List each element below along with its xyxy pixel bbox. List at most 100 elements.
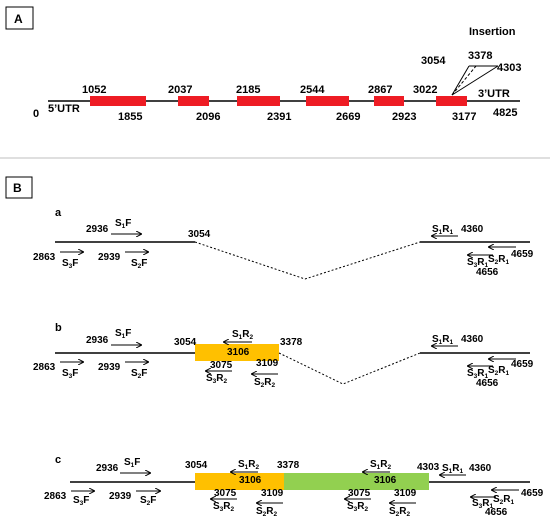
row-b-ins-end: 3378 <box>280 337 303 348</box>
row-a: a 2936 S1F 2939 S2F 2863 S3F 3054 <box>33 207 534 279</box>
svg-text:S2R1: S2R1 <box>488 365 510 377</box>
row-c-ins-mid: 3378 <box>277 460 300 471</box>
row-b: b 3106 2936 S1F 2939 S2F 2863 S3F 3054 3… <box>33 322 534 389</box>
row-c-s2r2-primer-a: S2R2 <box>256 503 283 518</box>
exon-2-end: 2096 <box>196 111 220 123</box>
svg-text:S1R2: S1R2 <box>232 329 254 341</box>
row-a-s2f-primer: S2F <box>125 252 148 270</box>
row-c-s1f-primer: S1F <box>120 457 150 473</box>
exon-6-start: 3022 <box>413 84 437 96</box>
exon-5 <box>374 96 404 106</box>
row-b-s2f-primer: S2F <box>125 362 148 380</box>
svg-text:S1R2: S1R2 <box>238 459 260 471</box>
svg-text:S2F: S2F <box>131 258 147 270</box>
svg-text:S1F: S1F <box>115 328 131 340</box>
svg-text:S3R2: S3R2 <box>206 373 228 385</box>
svg-text:S3F: S3F <box>62 368 78 380</box>
row-c-s2r1-pos: 4659 <box>521 488 544 499</box>
svg-text:S2R1: S2R1 <box>493 494 515 506</box>
svg-text:S1R2: S1R2 <box>370 459 392 471</box>
exon-4-start: 2544 <box>300 84 325 96</box>
utr3-label: 3’UTR <box>478 88 510 100</box>
row-c-s3f-primer: S3F <box>71 491 94 507</box>
insertion-end: 4303 <box>497 62 521 74</box>
row-b-s2r2-pos: 3109 <box>256 358 279 369</box>
exon-5-end: 2923 <box>392 111 416 123</box>
row-b-s3r1-pos: 4656 <box>476 378 499 389</box>
row-b-s2f-pos: 2939 <box>98 362 121 373</box>
panel-b-label: B <box>13 181 22 195</box>
svg-text:S2F: S2F <box>131 368 147 380</box>
row-a-s1f-pos: 2936 <box>86 224 109 235</box>
row-b-s2r1-pos: 4659 <box>511 359 534 370</box>
row-b-s3r2-pos: 3075 <box>210 360 233 371</box>
row-b-ins-start: 3054 <box>174 337 197 348</box>
row-a-s3f-pos: 2863 <box>33 252 56 263</box>
row-b-s1r1-pos: 4360 <box>461 334 484 345</box>
row-c-s1r1-primer: S1R1 <box>440 463 466 475</box>
row-a-break-pos: 3054 <box>188 229 211 240</box>
row-c-s3r1-pos: 4656 <box>485 507 508 518</box>
panel-a-label: A <box>14 12 23 26</box>
exon-2-start: 2037 <box>168 84 192 96</box>
panel-a: A Insertion 1052 1855 2037 2096 2185 239… <box>6 7 521 123</box>
row-a-s1r1-primer: S1R1 <box>432 224 458 236</box>
row-c-ins-start: 3054 <box>185 460 208 471</box>
row-b-s1r2-center: 3106 <box>227 347 250 358</box>
row-b-s1f-primer: S1F <box>111 328 141 345</box>
row-c-s2r1-primer: S2R1 <box>492 490 519 506</box>
row-b-s1f-pos: 2936 <box>86 335 109 346</box>
row-b-s3r2-primer: S3R2 <box>206 371 232 385</box>
panel-b: B a 2936 S1F 2939 S2F 2863 S3F 3054 <box>6 177 544 518</box>
row-a-s2f-pos: 2939 <box>98 252 121 263</box>
row-c-s1f-pos: 2936 <box>96 463 119 474</box>
svg-text:S3R2: S3R2 <box>213 501 235 513</box>
row-c-ins-end: 4303 <box>417 462 440 473</box>
row-c-label: c <box>55 454 61 466</box>
row-c-s2f-pos: 2939 <box>109 491 132 502</box>
svg-text:S2R2: S2R2 <box>389 506 411 518</box>
exon-6-end: 3177 <box>452 111 476 123</box>
row-c-s2f-primer: S2F <box>136 491 160 507</box>
svg-text:S1R1: S1R1 <box>432 224 454 236</box>
row-a-s1r1-pos: 4360 <box>461 224 484 235</box>
row-b-s3f-primer: S3F <box>60 362 83 380</box>
svg-text:S1R1: S1R1 <box>432 334 454 346</box>
svg-text:S2R1: S2R1 <box>488 254 510 266</box>
row-a-s3f-primer: S3F <box>60 252 83 270</box>
row-c-s2r2-pos-a: 3109 <box>261 488 284 499</box>
exon-1-start: 1052 <box>82 84 106 96</box>
row-c-s3f-pos: 2863 <box>44 491 67 502</box>
insertion-mid: 3378 <box>468 50 492 62</box>
exon-1-end: 1855 <box>118 111 142 123</box>
row-b-s1r1-primer: S1R1 <box>432 334 458 346</box>
row-b-label: b <box>55 322 62 334</box>
gene-end: 4825 <box>493 107 517 119</box>
row-c-s1r2-center-a: 3106 <box>239 475 262 486</box>
insertion-label: Insertion <box>469 26 516 38</box>
row-c-s3r2-primer-a: S3R2 <box>211 499 237 513</box>
row-a-s2r1-pos: 4659 <box>511 249 534 260</box>
row-b-s1r2-primer: S1R2 <box>224 329 254 342</box>
row-a-s1f-primer: S1F <box>111 218 141 234</box>
row-c-s3r2-primer-b: S3R2 <box>345 499 371 513</box>
row-a-label: a <box>55 207 62 219</box>
exon-6 <box>436 96 467 106</box>
row-c-s3r2-pos-a: 3075 <box>214 488 237 499</box>
row-c-s1r2-center-b: 3106 <box>374 475 397 486</box>
insertion-start: 3054 <box>421 55 446 67</box>
row-c-s2r2-pos-b: 3109 <box>394 488 417 499</box>
row-c-s1r2-primer-b: S1R2 <box>363 459 392 472</box>
row-c: c 3106 3106 2936 S1F 2939 S2F 2863 S3F 3… <box>44 454 544 518</box>
utr5-label: 5’UTR <box>48 103 80 115</box>
row-c-s1r1-pos: 4360 <box>469 463 492 474</box>
exon-3-start: 2185 <box>236 84 260 96</box>
row-a-deletion <box>195 242 420 279</box>
gene-start: 0 <box>33 108 39 120</box>
exon-2 <box>178 96 209 106</box>
row-c-s1r2-primer-a: S1R2 <box>231 459 260 472</box>
row-b-s2r2-primer: S2R2 <box>252 374 278 389</box>
svg-text:S3R2: S3R2 <box>347 501 369 513</box>
svg-text:S1F: S1F <box>124 457 140 469</box>
